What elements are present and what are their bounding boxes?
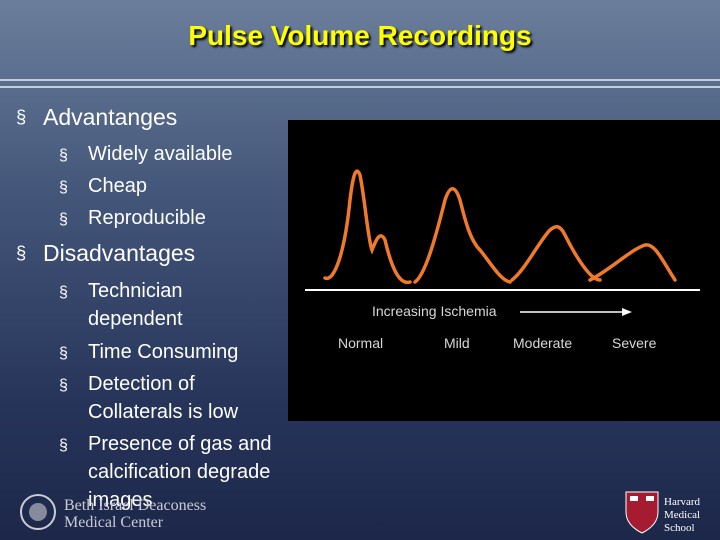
logo-text: Beth Israel Deaconess — [64, 497, 207, 514]
sub-bullet: § Presence of gas and calcification degra… — [59, 430, 275, 514]
waveform — [588, 243, 677, 282]
figure-label: Normal — [338, 335, 384, 351]
bullet-marker: § — [59, 377, 68, 394]
separator — [0, 86, 720, 88]
waveform — [510, 225, 602, 282]
logo-text: School — [664, 522, 695, 534]
figure-label: Mild — [444, 335, 470, 351]
bullet-marker: § — [59, 147, 68, 164]
bullet: § Advantanges — [16, 104, 178, 131]
sub-bullet: § Widely available — [59, 140, 275, 168]
bullet-marker: § — [59, 211, 68, 228]
sub-bullet: § Time Consuming — [59, 338, 275, 366]
bullet: § Disadvantages — [16, 240, 196, 267]
sub-bullet-text: Technician dependent — [88, 280, 183, 330]
sub-bullet-text: Time Consuming — [88, 341, 239, 363]
bullet-marker: § — [59, 179, 68, 196]
waveforms — [305, 169, 700, 316]
sub-bullet-text: Cheap — [88, 175, 147, 197]
bullet-marker: § — [16, 106, 27, 127]
figure: Increasing Ischemia Normal Mild Moderate… — [288, 120, 720, 421]
sub-bullet-text: Widely available — [88, 143, 233, 165]
bullet-marker: § — [59, 345, 68, 362]
sub-bullet-text: Detection of Collaterals is low — [88, 373, 239, 423]
bullet-marker: § — [59, 284, 68, 301]
bullet-text: Disadvantages — [43, 240, 196, 266]
sub-bullet: § Cheap — [59, 172, 275, 200]
separator — [0, 79, 720, 81]
sub-bullet: § Detection of Collaterals is low — [59, 370, 275, 426]
waveform — [413, 187, 512, 284]
logo-text: Medical — [664, 509, 701, 521]
sub-bullet-text: Presence of gas and calcification degrad… — [88, 433, 272, 511]
waveform — [323, 169, 412, 285]
sub-bullet: § Reproducible — [59, 204, 275, 232]
bullet-text: Advantanges — [43, 104, 178, 130]
harvard-shield — [625, 491, 659, 534]
bullet-marker: § — [16, 242, 27, 263]
sub-bullet: § Technician dependent — [59, 277, 275, 333]
logo-text: Medical Center — [64, 514, 164, 531]
arrow-label: Increasing Ischemia — [372, 303, 497, 319]
bidmc-emblem — [20, 494, 56, 530]
figure-label: Moderate — [513, 335, 573, 351]
arrow-head — [622, 308, 632, 316]
bullet-marker: § — [59, 437, 68, 454]
logo-text: Harvard — [664, 496, 701, 508]
figure-label: Severe — [612, 335, 657, 351]
sub-bullet-text: Reproducible — [88, 207, 206, 229]
slide-title: Pulse Volume Recordings — [188, 20, 532, 51]
